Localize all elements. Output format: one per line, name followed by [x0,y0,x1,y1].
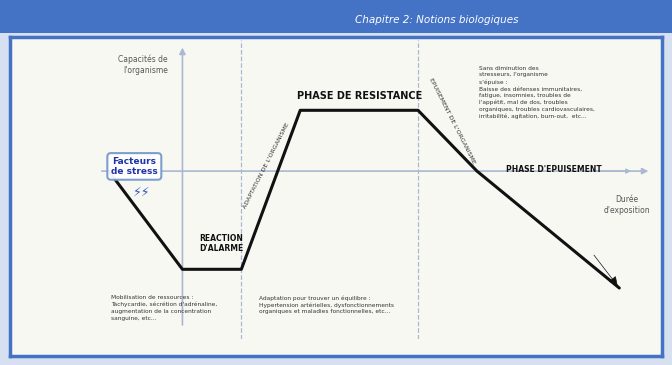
Text: Adaptation pour trouver un équilibre :
Hypertension artérielles, dysfonctionneme: Adaptation pour trouver un équilibre : H… [259,295,394,314]
Text: ⚡⚡: ⚡⚡ [133,186,151,199]
Text: PHASE D'EPUISEMENT: PHASE D'EPUISEMENT [507,165,602,174]
Text: PHASE DE RESISTANCE: PHASE DE RESISTANCE [296,91,422,101]
Text: REACTION
D'ALARME: REACTION D'ALARME [200,234,244,253]
Text: ADAPTATION DE L'ORGANISME: ADAPTATION DE L'ORGANISME [242,122,290,209]
Text: Mobilisation de ressources :
Tachycardie, sécrétion d'adrénaline,
augmentation d: Mobilisation de ressources : Tachycardie… [112,295,218,320]
Text: Sans diminution des
stresseurs, l'organisme
s'épuise :
Baisse des défenses immun: Sans diminution des stresseurs, l'organi… [479,66,595,119]
Text: Chapitre 2: Notions biologiques: Chapitre 2: Notions biologiques [355,15,519,25]
Text: Durée
d'exposition: Durée d'exposition [603,195,650,215]
Text: EPUISEMENT DE L'ORGANISME: EPUISEMENT DE L'ORGANISME [428,77,476,165]
Text: Capacités de
l'organisme: Capacités de l'organisme [118,54,168,76]
Text: Facteurs
de stress: Facteurs de stress [111,157,158,176]
